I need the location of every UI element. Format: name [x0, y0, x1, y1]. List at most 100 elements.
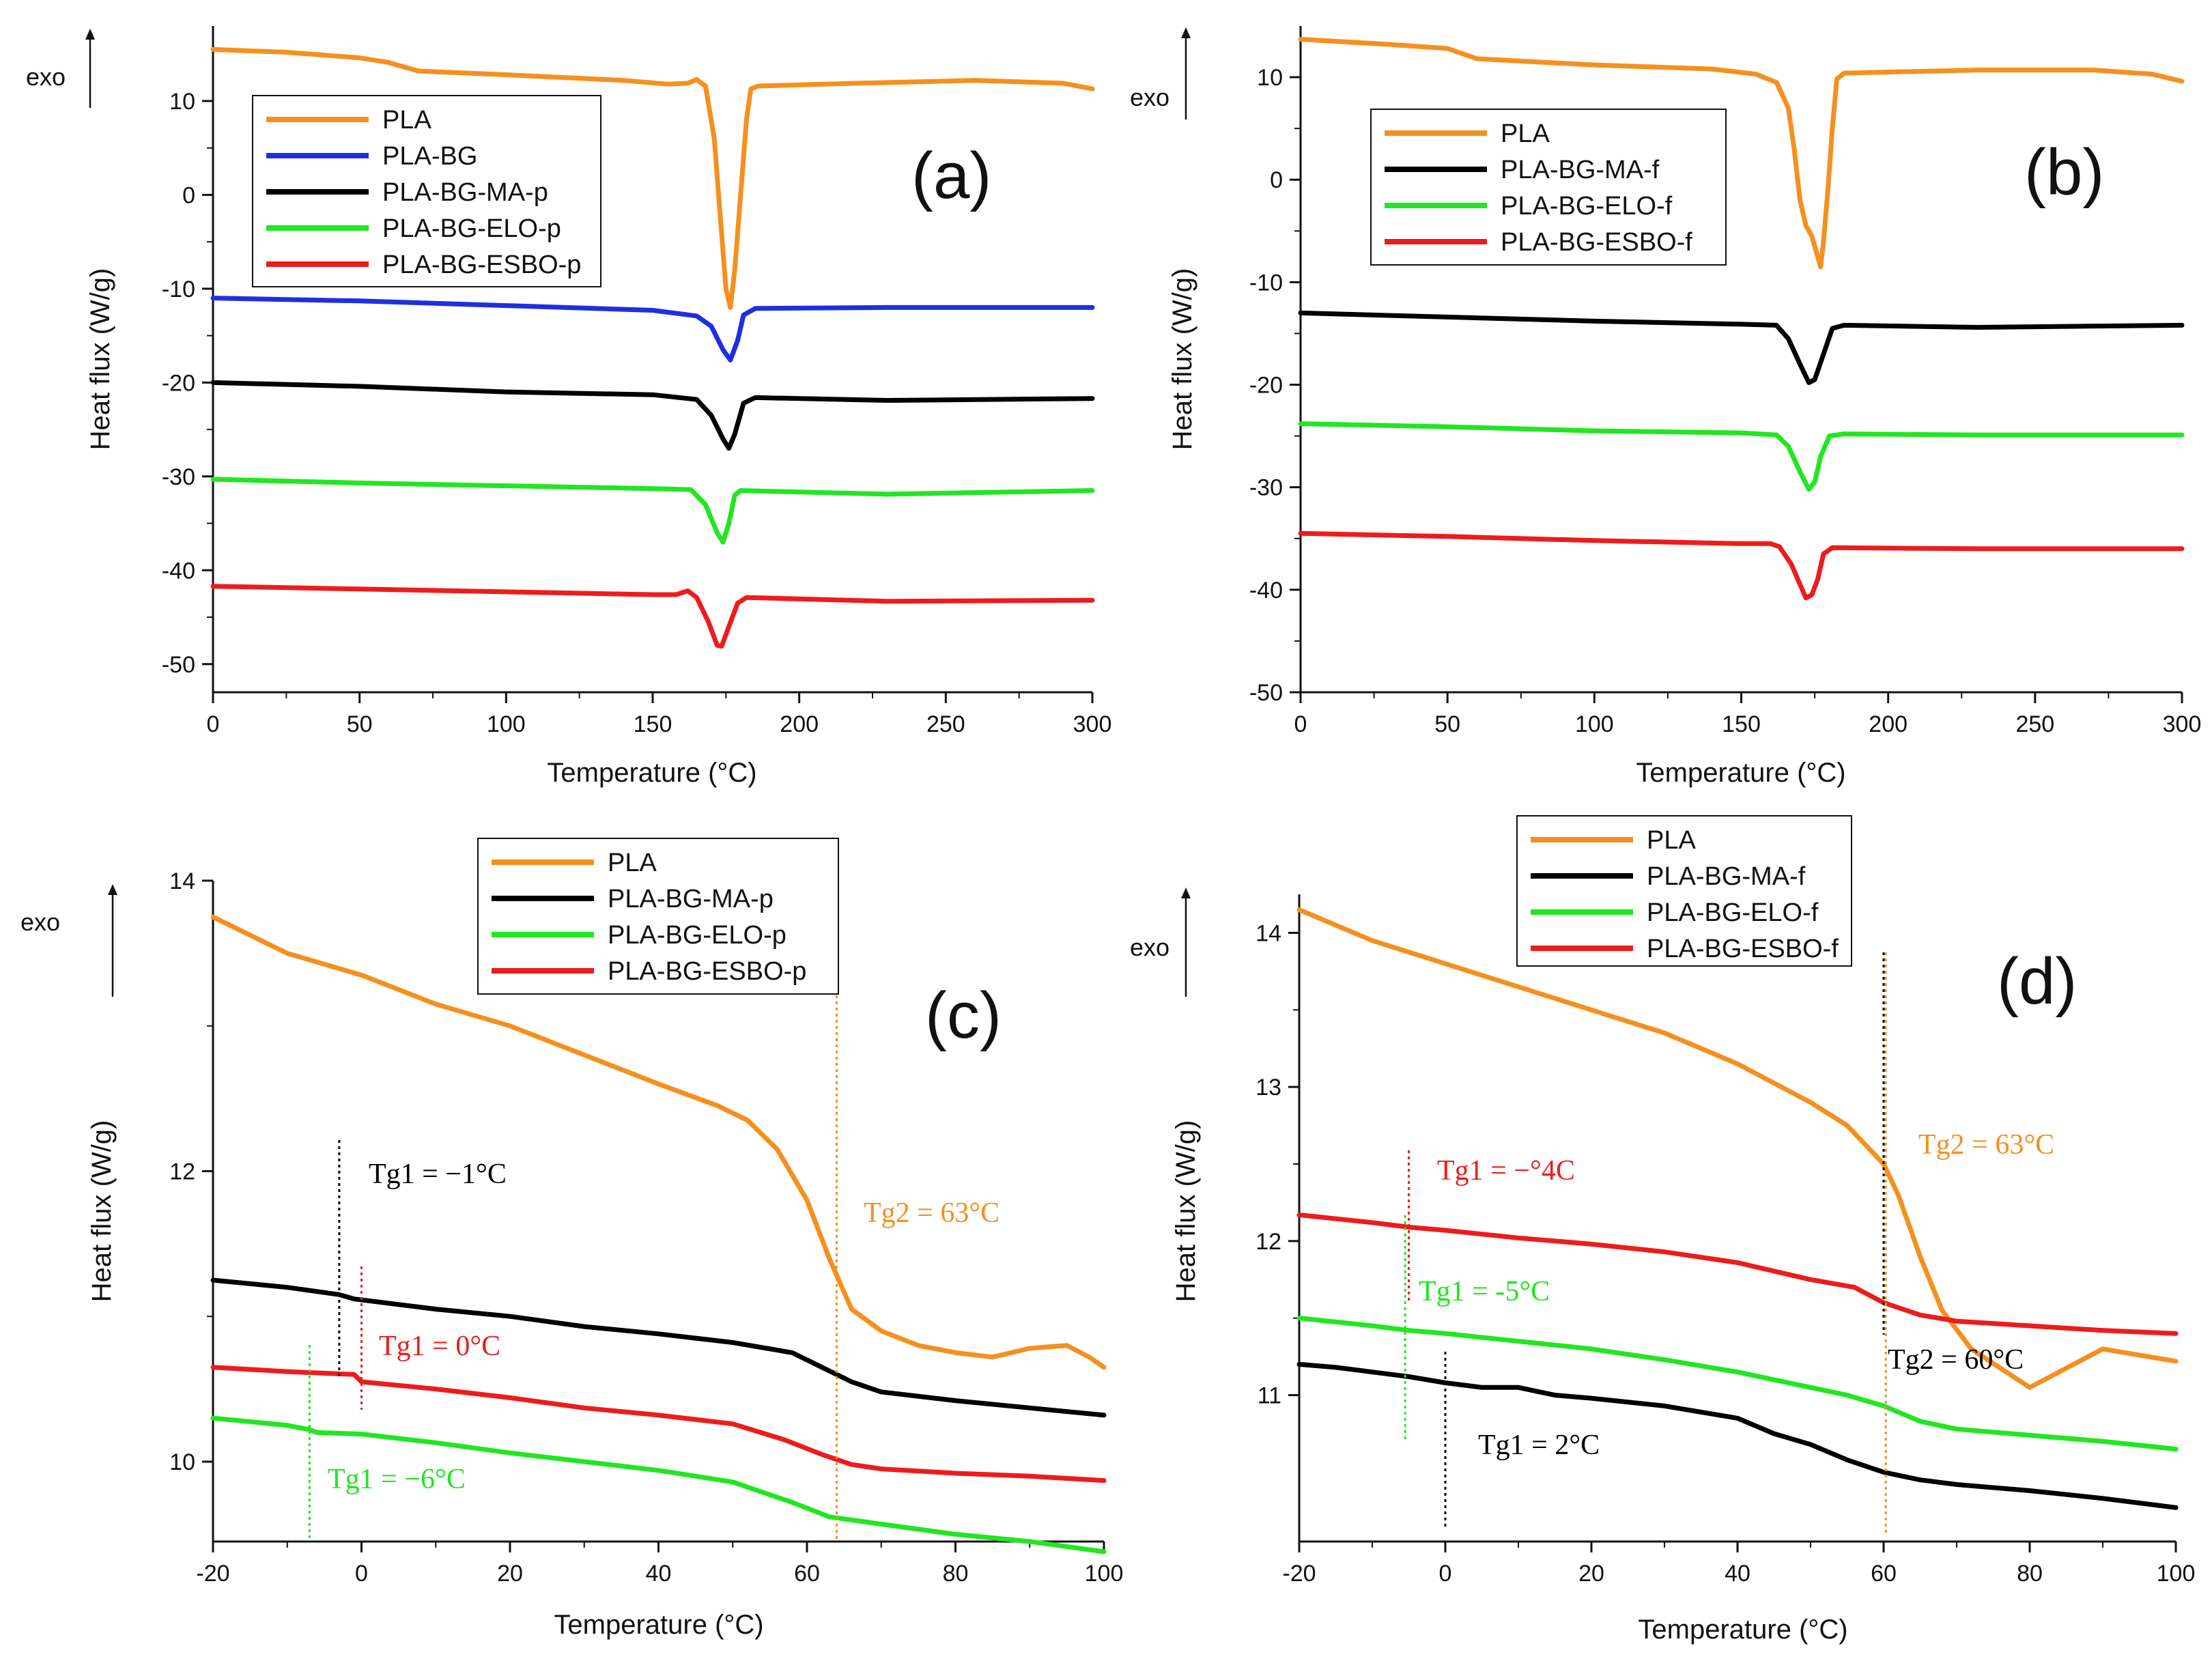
- y-tick-label: 0: [182, 182, 195, 208]
- series-line: [1296, 1212, 2179, 1336]
- x-tick-label: 200: [780, 711, 819, 737]
- tg-annotation: Tg1 = 0°C: [379, 1331, 500, 1362]
- y-axis-label: Heat flux (W/g): [1167, 268, 1197, 451]
- tg-annotation: Tg1 = −°4C: [1437, 1155, 1575, 1187]
- tg-annotation: Tg1 = -5°C: [1419, 1276, 1550, 1307]
- exo-label: exo: [1130, 83, 1169, 111]
- legend-entry: PLA-BG-ELO-f: [1501, 192, 1673, 221]
- x-tick-label: 150: [1722, 711, 1761, 737]
- x-tick-label: 0: [1439, 1561, 1452, 1587]
- series-line: [210, 46, 1095, 310]
- x-tick-label: 300: [1073, 711, 1112, 737]
- legend-entry: PLA-BG: [382, 142, 477, 171]
- exo-arrow-icon: [85, 29, 95, 40]
- x-tick-label: 250: [926, 711, 965, 737]
- y-tick-label: -40: [162, 558, 195, 584]
- x-tick-label: 20: [497, 1561, 523, 1587]
- legend-entry: PLA: [1501, 119, 1550, 148]
- series-line: [210, 1415, 1107, 1554]
- x-tick-label: 200: [1869, 711, 1908, 737]
- x-tick-label: 250: [2015, 711, 2054, 737]
- tg-annotation: Tg1 = 2°C: [1478, 1430, 1600, 1461]
- x-tick-label: 100: [1575, 711, 1614, 737]
- y-tick-label: 10: [169, 89, 195, 115]
- panel-d: -20 0 20 40 60 80 100 14 13 12 11 Temperature (°C) H…: [1130, 815, 2196, 1645]
- x-tick-label: 60: [794, 1561, 820, 1587]
- series-line: [210, 380, 1095, 451]
- series-line: [1298, 421, 2185, 492]
- panel-b: 0 50 100 150 200 250 300100-10-20-30-40-50Temp…: [1130, 26, 2201, 788]
- x-tick-label: 100: [1085, 1561, 1124, 1587]
- tg-annotation: Tg2 = 63°C: [864, 1197, 999, 1229]
- x-tick-label: -20: [1282, 1561, 1316, 1587]
- x-tick-label: 0: [1294, 711, 1307, 737]
- series-line: [1296, 1316, 2179, 1452]
- tg-annotation: Tg1 = −1°C: [369, 1159, 507, 1190]
- exo-arrow-icon: [108, 884, 117, 895]
- series-line: [210, 296, 1095, 363]
- series-line: [210, 477, 1095, 545]
- panel-tag: (c): [925, 979, 1002, 1052]
- legend-entry: PLA-BG-MA-p: [382, 178, 548, 207]
- legend-entry: PLA-BG-MA-f: [1647, 862, 1806, 891]
- legend-entry: PLA: [1647, 826, 1696, 855]
- series-line: [210, 584, 1095, 649]
- x-tick-label: 80: [943, 1561, 969, 1587]
- y-axis-label: Heat flux (W/g): [1171, 1120, 1201, 1303]
- y-tick-label: 12: [1256, 1229, 1281, 1255]
- x-tick-label: 100: [487, 711, 526, 737]
- x-tick-label: 50: [1434, 711, 1460, 737]
- x-tick-label: 50: [347, 711, 373, 737]
- tg-annotation: Tg2 = 60°C: [1888, 1344, 2024, 1376]
- panel-tag: (a): [911, 139, 991, 212]
- y-tick-label: -30: [162, 464, 195, 490]
- y-axis-label: Heat flux (W/g): [85, 268, 115, 451]
- y-tick-label: -50: [162, 652, 195, 678]
- y-tick-label: -10: [162, 276, 195, 302]
- y-tick-label: 14: [1256, 920, 1281, 946]
- legend-entry: PLA-BG-ELO-p: [608, 921, 786, 950]
- y-tick-label: 13: [1256, 1075, 1281, 1101]
- exo-arrow-icon: [1181, 27, 1191, 38]
- series-line: [1298, 37, 2185, 270]
- exo-label: exo: [26, 63, 66, 91]
- series-line: [1296, 907, 2179, 1390]
- y-tick-label: -30: [1249, 475, 1283, 501]
- y-axis-label: Heat flux (W/g): [87, 1120, 117, 1303]
- y-tick-label: 11: [1258, 1383, 1281, 1409]
- tg-annotation: Tg1 = −6°C: [328, 1464, 466, 1495]
- x-tick-label: 100: [2157, 1561, 2196, 1587]
- legend-entry: PLA-BG-ELO-p: [382, 214, 561, 243]
- panel-c: -20 0 20 40 60 80 100 14 12 10 Temperature (°C) Hea…: [20, 838, 1123, 1640]
- legend-entry: PLA-BG-ESBO-p: [382, 251, 581, 279]
- x-tick-label: 40: [1725, 1561, 1750, 1587]
- exo-label: exo: [20, 908, 60, 936]
- x-tick-label: 60: [1871, 1561, 1897, 1587]
- y-tick-label: -10: [1249, 270, 1283, 296]
- legend-entry: PLA-BG-MA-p: [608, 885, 774, 913]
- series-line: [210, 1277, 1107, 1418]
- legend-entry: PLA-BG-ESBO-f: [1647, 935, 1839, 963]
- y-tick-label: -20: [162, 370, 195, 396]
- y-tick-label: 12: [169, 1159, 195, 1184]
- x-axis-label: Temperature (°C): [547, 758, 756, 788]
- x-tick-label: 40: [646, 1561, 672, 1587]
- x-tick-label: 300: [2163, 711, 2202, 737]
- x-tick-label: 80: [2017, 1561, 2043, 1587]
- tg-annotation: Tg2 = 63°C: [1918, 1129, 2054, 1161]
- exo-label: exo: [1130, 933, 1169, 961]
- x-tick-label: 0: [355, 1561, 368, 1587]
- series-line: [1296, 1361, 2179, 1510]
- x-tick-label: 0: [207, 711, 220, 737]
- series-line: [210, 914, 1107, 1370]
- series-line: [1298, 530, 2185, 601]
- x-axis-label: Temperature (°C): [554, 1610, 763, 1640]
- exo-arrow-icon: [1181, 888, 1191, 898]
- panel-tag: (b): [2024, 136, 2104, 209]
- x-axis-label: Temperature (°C): [1638, 1615, 1847, 1645]
- y-tick-label: -20: [1249, 373, 1283, 399]
- panel-a: 0 50 100 150 200 250 300100-10-20-30-40-50Temp…: [26, 26, 1111, 788]
- panel-tag: (d): [1997, 945, 2077, 1018]
- y-tick-label: 14: [169, 868, 195, 894]
